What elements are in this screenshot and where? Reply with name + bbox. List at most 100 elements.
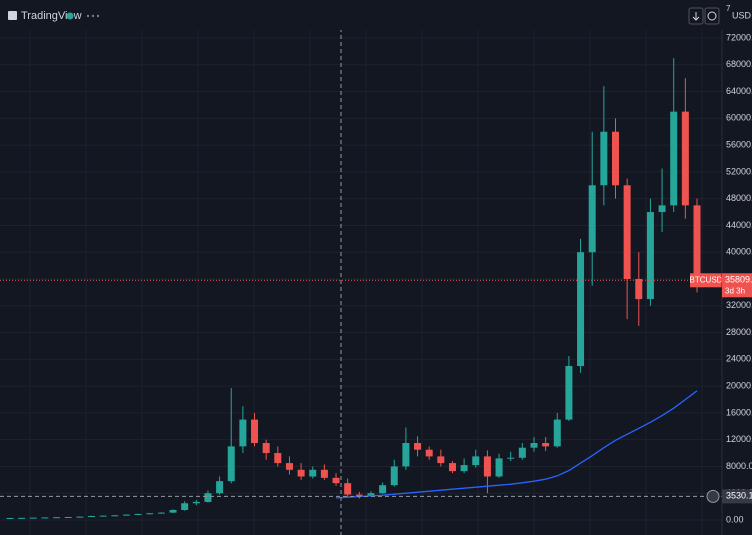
candle-body — [542, 443, 550, 447]
candle-body — [344, 483, 352, 495]
candle-body — [577, 252, 585, 367]
candle-body — [99, 515, 107, 517]
candle-body — [483, 456, 491, 477]
y-tick-label: 72000.00 — [726, 32, 752, 42]
candle-body — [379, 485, 387, 494]
y-tick-label: 16000.00 — [726, 407, 752, 417]
candle-body — [320, 469, 328, 478]
candle-body — [588, 185, 596, 253]
candle-body — [274, 453, 282, 464]
candle-body — [53, 517, 61, 519]
plot-area: BTCUSD — [0, 0, 723, 535]
candle-body — [76, 516, 84, 518]
moving-average — [335, 390, 698, 499]
crosshair-price-label: 3530.16 — [726, 491, 752, 501]
candle-body — [553, 419, 561, 447]
y-tick-label: 32000.00 — [726, 300, 752, 310]
add-alert-button[interactable] — [706, 489, 720, 503]
download-button[interactable] — [688, 7, 704, 25]
y-tick-label: 48000.00 — [726, 193, 752, 203]
y-tick-label: 28000.00 — [726, 327, 752, 337]
status-dot — [66, 12, 74, 20]
last-price-label: 35809.06 — [725, 275, 752, 285]
candle-body — [448, 463, 456, 472]
y-tick-label: 68000.00 — [726, 59, 752, 69]
candle-body — [460, 465, 468, 472]
candle-body — [367, 493, 375, 496]
y-tick-label: 24000.00 — [726, 354, 752, 364]
grid — [0, 28, 722, 535]
candle-body — [507, 457, 515, 459]
candle-body — [285, 463, 293, 470]
y-tick-label: 56000.00 — [726, 139, 752, 149]
candle-body — [18, 517, 26, 519]
candle-body — [670, 111, 678, 206]
crosshair-price-tag — [722, 489, 752, 504]
price-axis: 0.004000.008000.0012000.0016000.0020000.… — [706, 32, 752, 524]
y-tick-label: 0.00 — [726, 514, 744, 524]
candle-body — [611, 131, 619, 186]
candle-body — [169, 509, 177, 513]
candle-body — [251, 419, 259, 444]
candle-body — [623, 185, 631, 279]
candle-body — [192, 501, 200, 504]
candle-body — [111, 515, 119, 517]
currency: USD — [732, 10, 752, 20]
download-icon — [692, 12, 700, 21]
candle-body — [157, 512, 165, 514]
candle-body — [134, 513, 142, 515]
candle-body — [64, 516, 72, 518]
candle-body — [204, 493, 212, 502]
candle-body — [425, 449, 433, 457]
candle-body — [635, 279, 643, 300]
candle-body — [658, 205, 666, 213]
candle-body — [216, 481, 224, 494]
candle-body — [227, 446, 235, 482]
y-tick-label: 44000.00 — [726, 220, 752, 230]
candle-body — [181, 503, 189, 510]
candle-body — [122, 514, 130, 516]
refresh-icon — [707, 11, 717, 21]
candle-body — [646, 212, 654, 300]
y-tick-label: 20000.00 — [726, 380, 752, 390]
candle-body — [472, 456, 480, 466]
candle-body — [309, 469, 317, 477]
candle-body — [88, 515, 96, 517]
candle-body — [495, 458, 503, 477]
y-tick-label: 8000.00 — [726, 461, 752, 471]
candle-body — [146, 513, 154, 515]
y-tick-label: 40000.00 — [726, 247, 752, 257]
candle-body — [6, 517, 14, 519]
y-tick-label: 52000.00 — [726, 166, 752, 176]
candle-body — [297, 469, 305, 477]
countdown-label: 3d 3h — [725, 286, 745, 295]
interval: 7 — [726, 4, 731, 13]
candle-body — [332, 477, 340, 484]
candle-body — [518, 447, 526, 458]
candle-body — [693, 205, 701, 281]
symbol-label: BTCUSD — [690, 275, 723, 284]
candle-body — [437, 456, 445, 464]
symbol-tag — [690, 273, 722, 288]
candle-body — [681, 111, 689, 206]
candle-body — [414, 443, 422, 450]
refresh-button[interactable] — [704, 7, 720, 25]
candle-body — [390, 466, 398, 486]
candle-body — [565, 366, 573, 420]
candle-body — [29, 517, 37, 519]
candle-body — [239, 419, 247, 447]
candle-body — [41, 517, 49, 519]
y-tick-label: 64000.00 — [726, 86, 752, 96]
brand: TradingView — [21, 10, 82, 22]
candle-body — [402, 443, 410, 467]
candle-body — [530, 443, 538, 448]
top-bar — [0, 0, 752, 30]
y-tick-label: 60000.00 — [726, 113, 752, 123]
candle-body — [262, 443, 270, 454]
last-price-tag — [722, 273, 752, 298]
brand-logo — [8, 11, 17, 20]
y-tick-label: 12000.00 — [726, 434, 752, 444]
candle-body — [355, 494, 363, 496]
menu-dots[interactable] — [86, 14, 100, 18]
